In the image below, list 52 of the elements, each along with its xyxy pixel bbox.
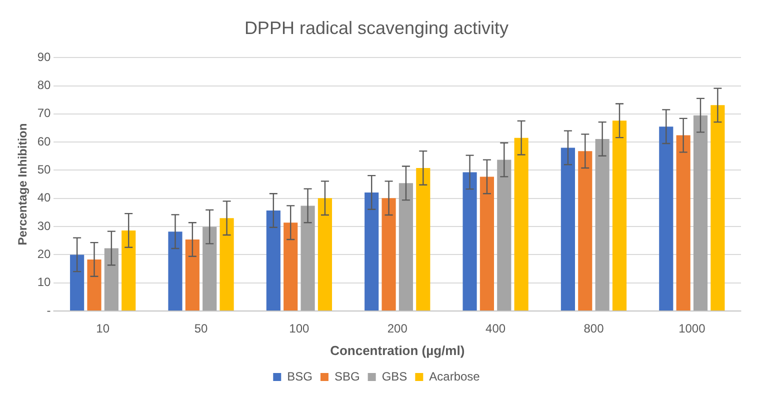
x-tick-label: 200 — [387, 322, 408, 336]
bar — [676, 135, 690, 310]
y-tick-label: 10 — [37, 275, 52, 290]
x-tick-label: 800 — [584, 322, 604, 336]
bar — [202, 226, 217, 310]
bar — [659, 126, 674, 310]
y-tick-label: 70 — [37, 106, 52, 120]
x-tick-label: 50 — [194, 322, 208, 336]
bar — [300, 206, 315, 310]
bar — [87, 259, 102, 310]
bar — [497, 160, 512, 310]
bar — [480, 176, 494, 310]
bar — [104, 248, 118, 310]
y-tick-label: 40 — [37, 190, 52, 205]
x-tick-label: 400 — [486, 322, 506, 336]
bar — [578, 151, 592, 310]
x-axis-title: Concentration (µg/ml) — [330, 342, 465, 358]
y-tick-label: 90 — [37, 50, 52, 64]
bar — [595, 138, 610, 310]
y-axis-title: Percentage Inhibition — [16, 123, 30, 246]
bar — [693, 115, 708, 310]
bar — [416, 168, 430, 310]
y-tick-label: 30 — [37, 218, 52, 233]
bar — [284, 222, 298, 310]
chart-title: DPPH radical scavenging activity — [244, 18, 509, 38]
bar — [168, 232, 182, 310]
bar — [70, 254, 84, 310]
bar — [266, 210, 280, 310]
y-tick-label: 80 — [37, 78, 52, 92]
legend-label: SBG — [334, 369, 360, 384]
bar — [612, 120, 627, 310]
bar — [560, 148, 576, 310]
bar — [462, 172, 477, 310]
x-tick-label: 1000 — [678, 322, 706, 336]
bar — [220, 218, 234, 310]
legend-label: Acarbose — [429, 369, 480, 384]
bar — [710, 105, 725, 310]
legend-label: GBS — [382, 369, 408, 384]
legend-label: BSG — [287, 369, 312, 384]
x-tick-label: 100 — [289, 322, 310, 336]
bar — [122, 230, 136, 310]
y-tick-label: 50 — [37, 162, 52, 177]
bar — [382, 198, 396, 310]
bar — [364, 192, 379, 310]
bar — [185, 239, 200, 310]
bar — [398, 183, 414, 310]
bar — [318, 198, 332, 310]
x-tick-label: 10 — [96, 322, 110, 336]
y-tick-label: - — [46, 303, 51, 318]
y-tick-label: 20 — [37, 247, 52, 261]
y-tick-label: 60 — [37, 134, 52, 148]
bar — [514, 138, 528, 310]
